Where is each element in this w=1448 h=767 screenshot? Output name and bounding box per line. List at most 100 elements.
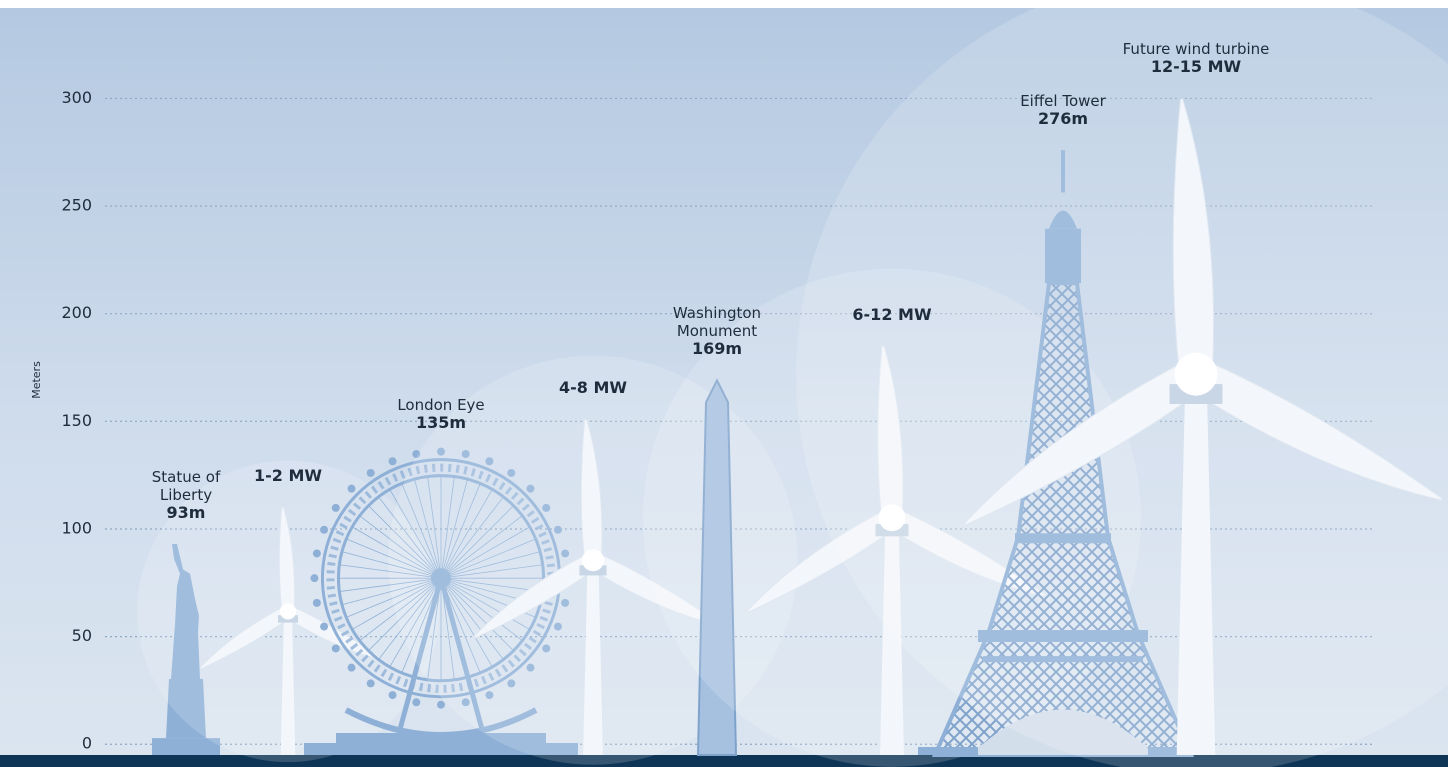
item-value-label: 135m — [415, 412, 467, 432]
item-value-label: 93m — [166, 503, 206, 523]
item-label: 6-12 MW — [822, 304, 962, 324]
wheel-spoke — [427, 578, 442, 680]
item-statue — [152, 544, 220, 755]
wheel-pod — [366, 679, 375, 688]
wheel-spoke — [440, 578, 481, 674]
wheel-spoke — [401, 483, 442, 579]
wheel-spoke — [401, 578, 442, 674]
wheel-cradle — [344, 707, 538, 738]
wheel-pod — [507, 468, 516, 477]
turbine-blade — [1187, 358, 1443, 501]
wheel-spoke — [440, 577, 493, 668]
turbine-halo — [796, 0, 1448, 767]
item-value-label: 6-12 MW — [852, 304, 932, 324]
wheel-pod — [412, 450, 421, 459]
wheel-spoke — [440, 479, 468, 579]
wheel-spoke — [378, 496, 442, 579]
wheel-spoke — [440, 551, 541, 579]
y-tick-label: 100 — [61, 518, 92, 537]
wheel-spoke — [341, 551, 442, 579]
wheel-spoke — [368, 577, 442, 651]
tower-platform — [978, 630, 1148, 643]
y-tick-label: 200 — [61, 303, 92, 322]
statue-base — [152, 738, 220, 755]
wheel-pod — [461, 450, 470, 459]
wheel-spoke — [351, 577, 442, 630]
wheel-spoke — [440, 476, 455, 579]
item-label: London Eye 135m — [361, 396, 521, 432]
turbine-tower — [583, 560, 603, 755]
wheel-pod — [312, 549, 321, 558]
turbine-blade — [877, 345, 904, 519]
wheel-pod — [331, 503, 340, 512]
item-name: Future wind turbine — [1122, 40, 1270, 59]
item-value-label: 12-15 MW — [1150, 57, 1242, 77]
turbine-tower — [1176, 374, 1216, 755]
wheel-spoke — [368, 505, 442, 579]
wheel-pod — [542, 503, 551, 512]
item-label: 1-2 MW — [218, 467, 358, 485]
item-name: Washington Monument — [672, 304, 762, 341]
wheel-spoke — [339, 564, 442, 579]
wheel-spoke — [440, 505, 514, 579]
wheel-rim — [336, 474, 546, 683]
tower-foot — [918, 747, 978, 755]
turbine-tower — [879, 517, 905, 755]
tower-platform — [983, 656, 1143, 663]
turbine-blade — [473, 552, 599, 639]
wheel-pod — [347, 484, 356, 493]
tower-antenna — [1061, 150, 1065, 193]
wheel-spoke — [440, 489, 493, 579]
wheel-pod — [561, 598, 570, 607]
wheel-spoke — [440, 578, 455, 680]
wheel-pod — [485, 457, 494, 466]
turbine-hub — [581, 549, 605, 572]
y-tick-label: 250 — [61, 196, 92, 215]
wheel-pod — [485, 691, 494, 700]
wheel-spoke — [359, 515, 442, 579]
wheel-pod — [507, 679, 516, 688]
item-label: Future wind turbine 12-15 MW — [1096, 40, 1296, 76]
wheel-pod — [388, 691, 397, 700]
wheel-pod — [561, 549, 570, 558]
item-label: Eiffel Tower 276m — [993, 92, 1133, 128]
wheel-spoke — [440, 578, 468, 678]
wheel-spoke — [346, 538, 442, 579]
wheel-spoke — [359, 577, 442, 641]
wheel-spoke — [341, 577, 442, 606]
wheel-spoke — [440, 515, 523, 579]
wheel-pod — [347, 663, 356, 672]
turbine-tower — [280, 611, 296, 755]
item-value-label: 169m — [691, 339, 743, 359]
wheel-spoke — [440, 538, 536, 579]
turbine-hub — [878, 504, 906, 532]
wheel-spoke — [440, 577, 543, 592]
turbine-blade — [1172, 98, 1215, 376]
y-tick-label: 50 — [72, 626, 92, 645]
obelisk — [696, 378, 738, 756]
item-turbine — [796, 0, 1448, 767]
wheel-pod — [437, 700, 445, 709]
y-tick-label: 0 — [82, 734, 92, 753]
wheel-spoke — [440, 577, 531, 630]
item-value-label: 276m — [1037, 109, 1089, 129]
item-name: Eiffel Tower — [1020, 92, 1106, 111]
wheel-pod — [412, 698, 421, 707]
y-tick-label: 300 — [61, 88, 92, 107]
wheel-pod — [526, 484, 535, 493]
wheel-spoke — [389, 577, 442, 668]
wheel-spoke — [339, 577, 442, 592]
wheel-spoke — [427, 476, 442, 579]
tower-arch — [971, 709, 1155, 755]
turbine-blade — [199, 605, 293, 670]
wheel-pod — [331, 644, 340, 653]
wheel-spoke — [440, 577, 514, 651]
tower-cupola — [1045, 228, 1081, 284]
y-axis-label: Meters — [30, 361, 43, 399]
wheel-pod — [461, 698, 470, 707]
item-name: London Eye — [397, 395, 485, 414]
statue-pedestal — [166, 679, 206, 739]
wheel-spoke — [378, 577, 442, 660]
turbine-blade — [746, 508, 899, 613]
